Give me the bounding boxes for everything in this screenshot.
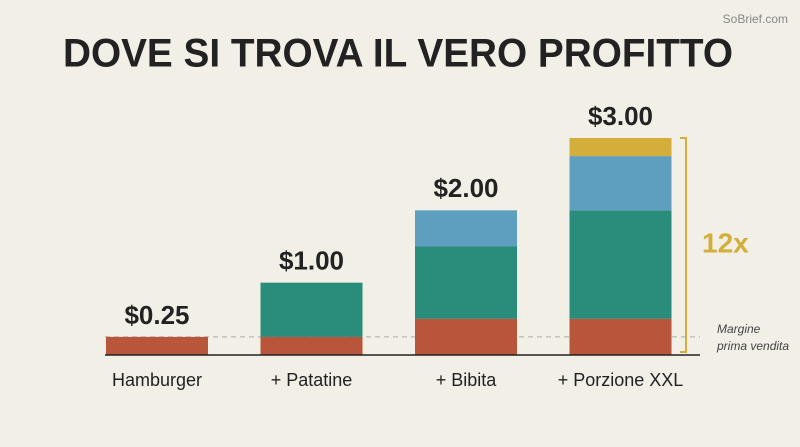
x-tick-label: Hamburger	[112, 370, 202, 390]
margin-label: prima vendita	[716, 339, 789, 353]
margin-label: Margine	[717, 322, 761, 336]
bar-segment	[569, 138, 672, 157]
bar-segment	[415, 210, 517, 247]
value-label: $0.25	[124, 300, 189, 330]
watermark: SoBrief.com	[723, 12, 788, 26]
bar-segment	[415, 318, 517, 355]
bar-segment	[569, 318, 672, 355]
bar-segment	[415, 246, 517, 319]
value-label: $1.00	[279, 246, 344, 276]
bar-segment	[260, 336, 363, 355]
value-label: $3.00	[588, 101, 653, 131]
bracket-label: 12x	[702, 227, 749, 258]
bar-segment	[569, 210, 672, 319]
bar-segment	[260, 282, 363, 337]
x-tick-label: + Patatine	[271, 370, 353, 390]
chart-title: DOVE SI TROVA IL VERO PROFITTO	[63, 32, 733, 76]
x-tick-label: + Porzione XXL	[558, 370, 684, 390]
value-label: $2.00	[433, 173, 498, 203]
bracket	[680, 137, 687, 353]
bar-segment	[106, 336, 208, 355]
bar-segment	[569, 156, 672, 211]
x-tick-label: + Bibita	[436, 370, 498, 390]
